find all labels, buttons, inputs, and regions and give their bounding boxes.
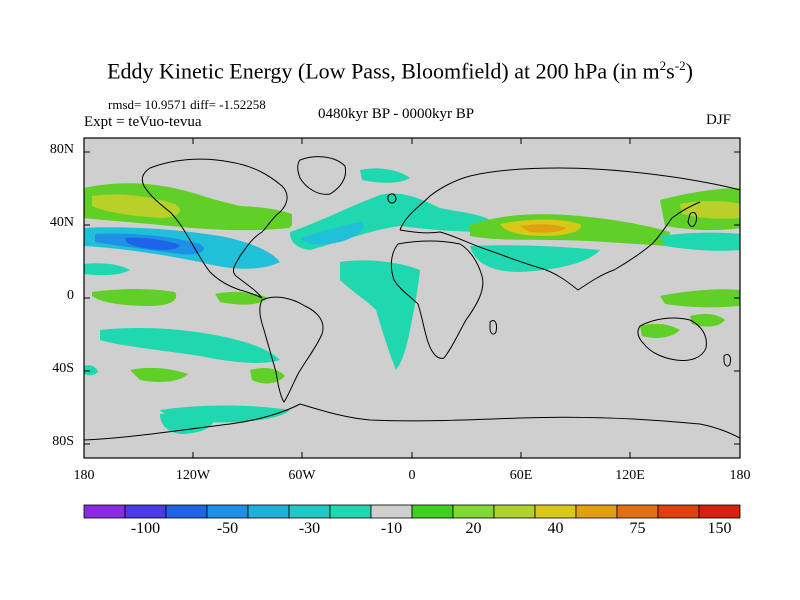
coast-eurasia [399,167,741,291]
lon-label: 0 [408,468,416,483]
lat-label: 40S [52,361,74,376]
field-south-pacific-negative [100,328,280,363]
colorbar-swatch [575,504,618,519]
field-nw-pacific-yellow [680,201,740,219]
coast-greenland [297,156,347,195]
experiment-label: Expt = teVuo-tevua [84,114,202,130]
season-label: DJF [706,112,732,128]
field-asia-negative [470,245,600,272]
coast-antarctica [83,403,741,441]
coast-south-america [259,296,324,403]
lon-label: 60E [509,468,533,483]
coast-uk [387,193,397,204]
lon-label: 180 [73,468,95,483]
colorbar-swatch [493,504,536,519]
field-shading [84,168,740,434]
colorbar-swatch [616,504,659,519]
stats-line: rmsd= 10.9571 diff= -1.52258 [108,97,266,112]
field-subtropic-pacific-darkblue [125,237,180,250]
field-australia-positive [690,313,725,327]
lon-label: 120E [615,468,645,483]
field-south-pacific-positive [130,367,188,382]
colorbar-swatch [247,504,290,519]
colorbar-label: 40 [547,520,564,537]
colorbar-label: -50 [216,520,239,537]
field-arctic-teal [360,168,410,183]
field-indonesia-positive [640,323,680,338]
coastlines [83,156,741,441]
field-atlantic-cyan [300,222,364,245]
lon-label: 180 [729,468,751,483]
coast-australia [637,317,707,361]
field-southern-ocean-lower [160,412,215,434]
colorbar-label: -30 [298,520,321,537]
field-sw-pacific-negative [84,365,98,376]
colorbar-swatch [370,504,413,519]
colorbar-swatch [452,504,495,519]
lat-label: 40N [49,215,74,230]
colorbar-label: -10 [380,520,403,537]
colorbar-swatch [411,504,454,519]
lon-label: 120W [175,468,211,483]
lat-label: 80N [49,142,74,157]
coast-japan [687,211,697,227]
map-title: Eddy Kinetic Energy (Low Pass, Bloomfiel… [107,58,693,84]
field-west-tropical-negative [84,263,130,276]
colorbar-swatch [165,504,208,519]
coast-north-america [141,158,288,299]
lat-label: 0 [67,288,74,303]
colorbar-label: -100 [130,520,161,537]
colorbar-swatch [124,504,167,519]
coast-africa [390,240,484,359]
field-north-pacific-yellow [92,194,180,218]
colorbar-swatch [206,504,249,519]
colorbar-swatch [534,504,577,519]
colorbar-swatch [698,504,741,519]
colorbar [83,504,741,519]
field-atlantic-positive [200,206,292,229]
period-label: 0480kyr BP - 0000kyr BP [318,106,475,122]
colorbar-swatch [288,504,331,519]
lat-label: 80S [52,434,74,449]
lon-label: 60W [288,468,316,483]
colorbar-label: 20 [465,520,482,537]
map-plot-area [83,137,741,459]
colorbar-swatch [329,504,372,519]
colorbar-swatch [83,504,126,519]
colorbar-label: 150 [707,520,732,537]
field-equatorial-pacific-positive [92,289,177,306]
field-asia-orange [520,224,566,233]
coast-madagascar [489,319,497,335]
field-nw-pacific-negative [660,232,740,251]
coast-new-zealand [723,353,731,367]
colorbar-swatch [657,504,700,519]
colorbar-label: 75 [629,520,646,537]
field-west-pacific-positive [660,289,740,308]
